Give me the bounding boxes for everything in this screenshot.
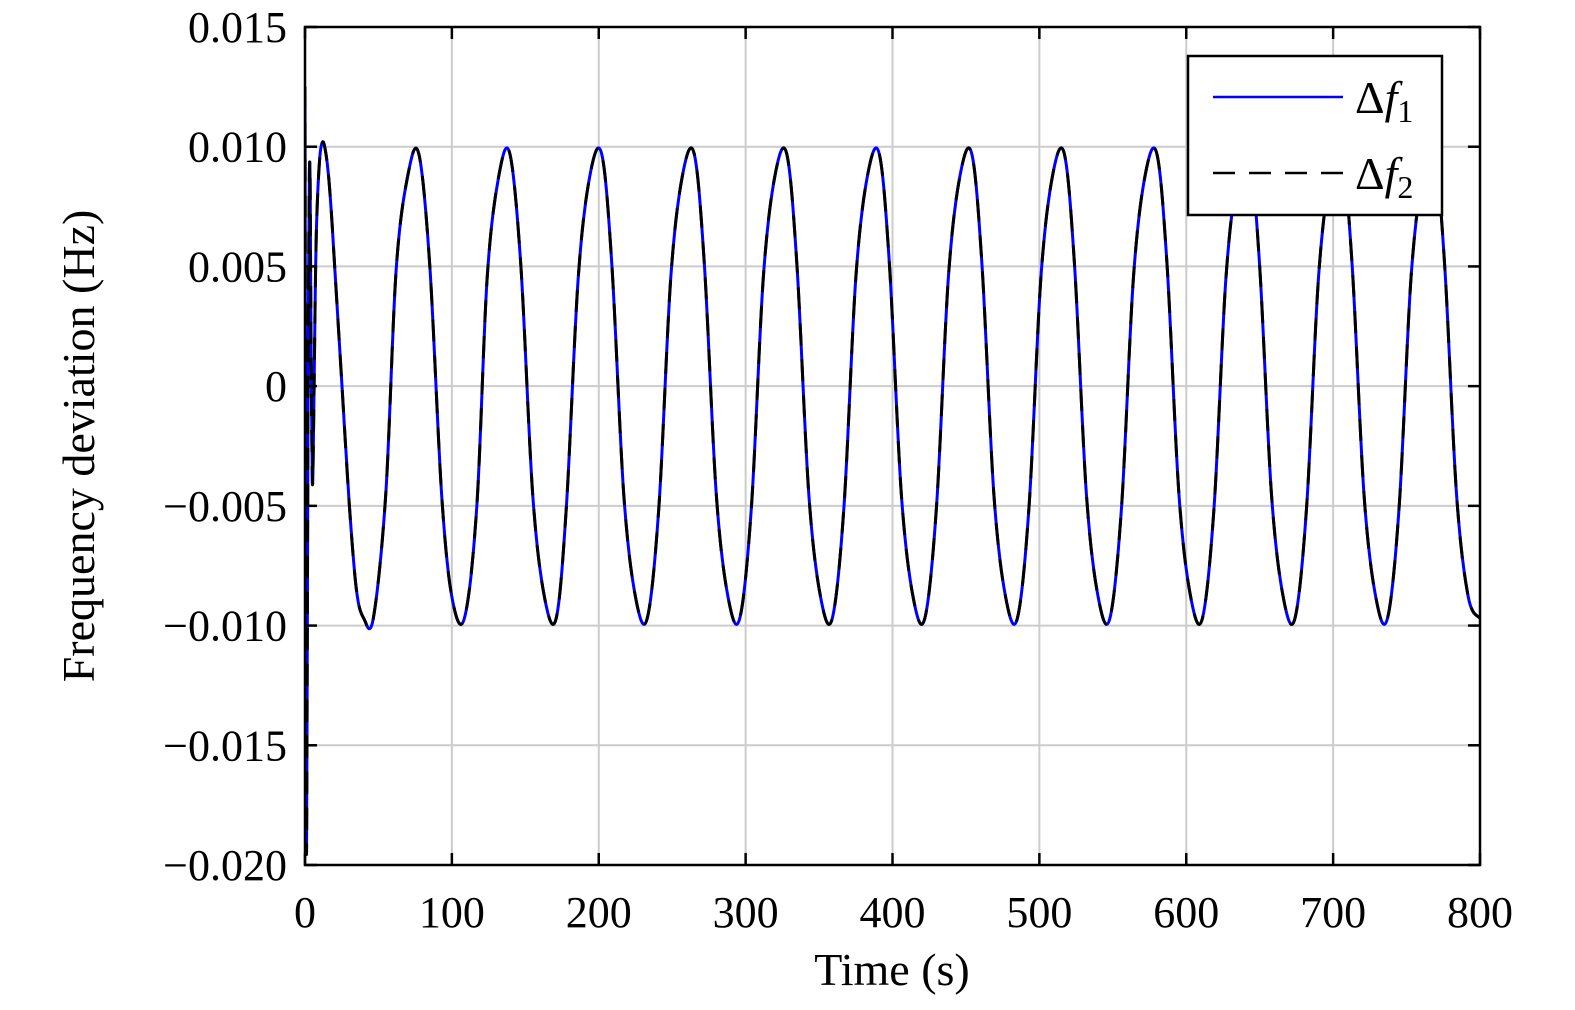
y-tick-label: −0.010 — [163, 602, 287, 651]
legend: Δf1 Δf2 — [1186, 54, 1444, 217]
legend-label-series-2: Δf2 — [1355, 148, 1413, 205]
x-tick-label: 100 — [419, 888, 485, 937]
x-tick-label: 700 — [1300, 888, 1366, 937]
y-tick-label: 0.005 — [188, 242, 287, 291]
y-tick-label: 0 — [265, 362, 287, 411]
x-tick-label: 0 — [294, 888, 316, 937]
x-tick-label: 800 — [1447, 888, 1513, 937]
x-tick-labels: 0 100 200 300 400 500 600 700 800 — [294, 888, 1513, 937]
legend-box — [1186, 54, 1444, 217]
y-tick-label: −0.020 — [163, 841, 287, 890]
x-axis-label: Time (s) — [814, 944, 970, 995]
y-axis-label: Frequency deviation (Hz) — [53, 210, 104, 683]
x-tick-label: 600 — [1153, 888, 1219, 937]
y-tick-labels: 0.015 0.010 0.005 0 −0.005 −0.010 −0.015 −0.020 — [163, 3, 287, 890]
y-tick-label: 0.015 — [188, 3, 287, 52]
y-tick-label: 0.010 — [188, 123, 287, 172]
x-tick-label: 200 — [566, 888, 632, 937]
x-tick-label: 300 — [713, 888, 779, 937]
x-tick-label: 500 — [1006, 888, 1072, 937]
y-tick-label: −0.015 — [163, 721, 287, 770]
x-tick-label: 400 — [860, 888, 926, 937]
axis-ticks — [303, 25, 1482, 867]
y-tick-label: −0.005 — [163, 482, 287, 531]
